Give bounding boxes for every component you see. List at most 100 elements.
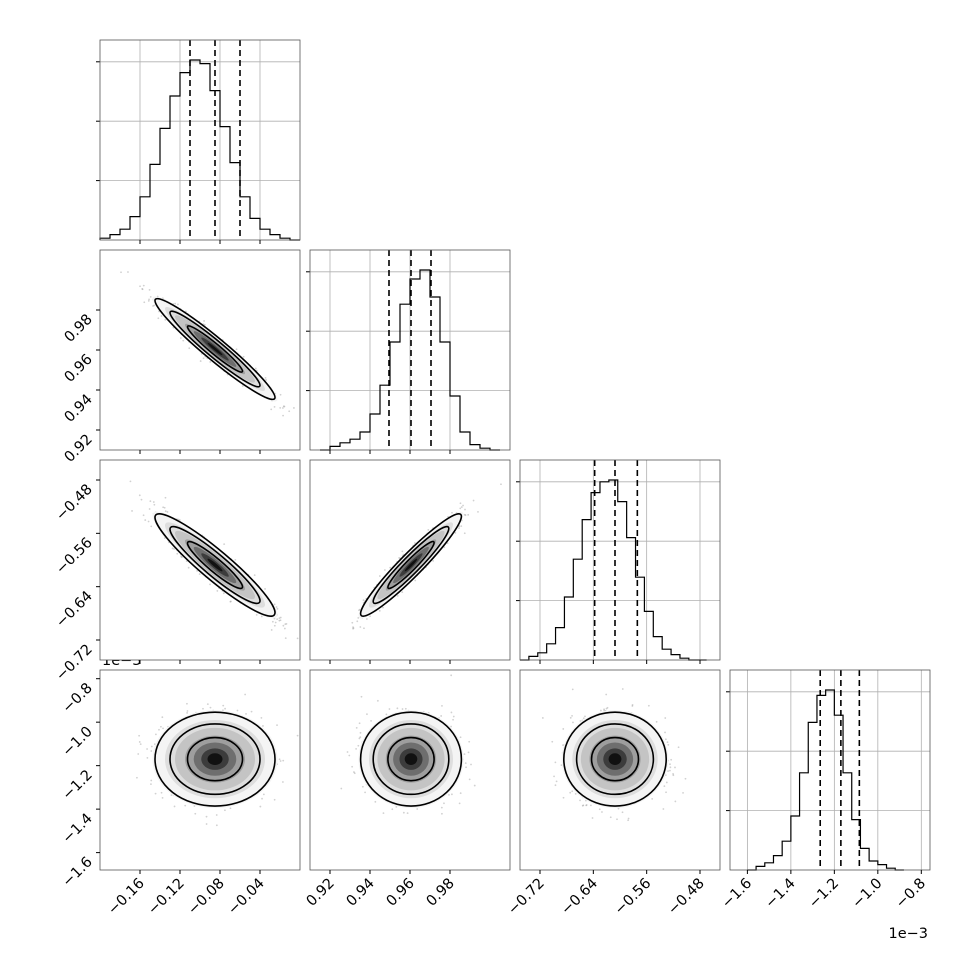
histogram-panel-4 [726, 669, 931, 871]
panel-frame [99, 39, 301, 241]
contour-line [359, 512, 463, 617]
scatter-point [174, 302, 177, 305]
scatter-point [142, 284, 145, 287]
scatter-point [352, 627, 355, 629]
scatter-point [171, 547, 174, 550]
scatter-point [351, 621, 354, 624]
panel-frame [729, 669, 931, 871]
scatter-point [144, 519, 147, 521]
scatter-point [202, 357, 205, 360]
scatter-point [131, 510, 133, 512]
histogram-step-line [320, 269, 500, 451]
scatter-point [463, 513, 466, 516]
scatter-point [187, 566, 190, 569]
scatter-point [278, 617, 281, 620]
scatter-point [460, 525, 463, 528]
scatter-point [276, 607, 279, 610]
contour-line [169, 525, 261, 605]
histogram-panel-2 [306, 249, 511, 451]
scatter-point [215, 824, 218, 827]
scatter-point [274, 621, 277, 624]
scatter-point [178, 519, 181, 521]
scatter-point [203, 320, 205, 322]
scatter-point [270, 408, 273, 411]
scatter-point [186, 702, 188, 705]
scatter-point [242, 355, 245, 358]
panel-background [730, 670, 930, 870]
histogram-step-line [747, 689, 904, 871]
scatter-point [454, 531, 457, 534]
scatter-point [282, 405, 285, 408]
scatter-point [177, 303, 179, 306]
scatter-point [161, 716, 164, 719]
scatter-point [270, 629, 273, 631]
scatter-point [282, 759, 285, 762]
scatter-point [150, 745, 153, 748]
scatter-point [458, 527, 460, 529]
scatter-point [443, 546, 446, 549]
scatter-point [148, 288, 151, 291]
scatter-point [282, 624, 285, 627]
scatter-point [463, 532, 466, 535]
scatter-point [184, 310, 187, 313]
scatter-point [427, 528, 430, 531]
scatter-point [199, 360, 202, 362]
scatter-point [244, 693, 247, 696]
scatter-point [164, 496, 167, 499]
scatter-point [477, 510, 479, 513]
scatter-point [446, 542, 449, 545]
scatter-point [157, 317, 160, 320]
scatter-point [222, 592, 225, 595]
scatter-point [149, 296, 152, 298]
scatter-point [223, 543, 226, 546]
scatter-point [401, 550, 404, 553]
scatter-point [459, 507, 462, 510]
panel-frame [99, 459, 301, 661]
scatter-point [129, 480, 132, 483]
histogram-panel-3 [516, 459, 721, 661]
scatter-point [196, 570, 199, 572]
contour-line [154, 513, 276, 618]
scatter-point [369, 615, 371, 618]
scatter-point [173, 548, 175, 550]
scatter-point [180, 555, 183, 558]
scatter-point [413, 542, 416, 544]
scatter-point [206, 703, 209, 706]
panel-content [129, 480, 299, 640]
scatter-point [398, 556, 401, 559]
contour-line [387, 540, 435, 590]
scatter-point [414, 579, 417, 582]
scatter-point [276, 618, 279, 621]
histogram-panel-1 [96, 39, 301, 241]
scatter-point [363, 627, 365, 630]
scatter-point [203, 323, 206, 326]
scatter-point [462, 504, 464, 507]
scatter-point [138, 741, 141, 743]
contour-line [186, 540, 244, 590]
scatter-point [138, 494, 141, 497]
scatter-point [164, 318, 167, 321]
scatter-point [120, 271, 122, 274]
contour-line [154, 297, 276, 401]
scatter-point [152, 501, 155, 503]
scatter-point [273, 603, 276, 606]
scatter-point [235, 348, 238, 351]
scatter-point [279, 406, 282, 409]
scatter-point [357, 617, 360, 619]
scatter-point [143, 301, 146, 304]
scatter-point [460, 506, 463, 508]
scatter-point [148, 508, 151, 510]
scatter-point [139, 743, 142, 746]
scatter-point [150, 750, 153, 752]
scatter-point [378, 575, 381, 577]
histogram-step-line [520, 479, 707, 661]
scatter-point [500, 483, 502, 486]
scatter-panel-r3-c1 [99, 459, 301, 661]
scatter-point [451, 511, 453, 514]
scatter-point [352, 626, 354, 629]
scatter-point [224, 809, 226, 812]
contour-line [186, 325, 244, 373]
scatter-point [140, 498, 143, 501]
scatter-point [161, 796, 164, 799]
